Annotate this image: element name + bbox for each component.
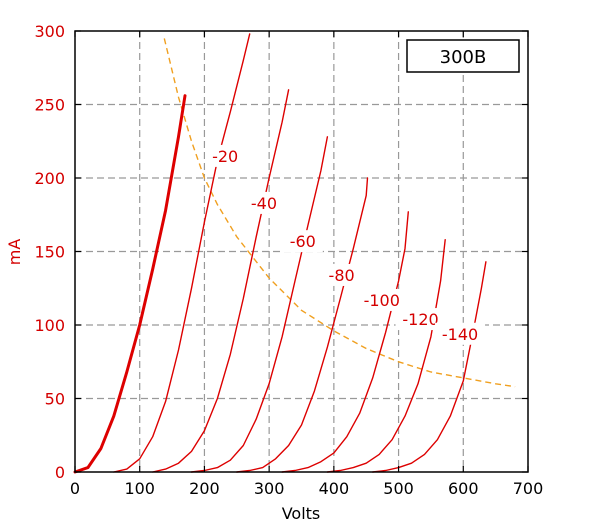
y-tick-label: 300 xyxy=(34,22,65,41)
x-axis-title: Volts xyxy=(282,504,321,523)
curve-label-bg xyxy=(356,288,407,311)
x-tick-label: 700 xyxy=(513,479,544,498)
load-line xyxy=(163,38,516,388)
curve-bias-neg60 xyxy=(190,136,329,473)
y-axis-title: mA xyxy=(5,239,24,266)
x-tick-label: 100 xyxy=(124,479,155,498)
load-line-path xyxy=(163,38,516,388)
x-tick-labels: 0 100 200 300 400 500 600 700 xyxy=(70,479,543,498)
curve-bias-neg100 xyxy=(281,211,409,473)
curve-label-bg xyxy=(395,308,446,331)
x-tick-label: 500 xyxy=(383,479,414,498)
y-tick-label: 100 xyxy=(34,316,65,335)
x-tick-label: 400 xyxy=(319,479,350,498)
y-tick-label: 250 xyxy=(34,96,65,115)
curve-label-bg xyxy=(435,322,486,345)
curve-label: -40 xyxy=(251,194,277,213)
curve-label-bg xyxy=(205,144,246,167)
y-tick-label: 150 xyxy=(34,243,65,262)
chart-title: 300B xyxy=(440,47,487,68)
x-tick-label: 300 xyxy=(254,479,285,498)
curve-labels: -20 -40 -60 -80 -100-120-140 xyxy=(205,144,486,345)
axis-ticks xyxy=(74,30,529,473)
curve-label: -100 xyxy=(364,291,400,310)
y-tick-label: 50 xyxy=(45,390,65,409)
curve-zero-bias xyxy=(73,94,187,474)
curve-label: -140 xyxy=(442,325,478,344)
curve-label: -60 xyxy=(290,232,316,251)
title-box: 300B xyxy=(406,39,520,73)
curve-label: -80 xyxy=(329,266,355,285)
curve-bias-neg140 xyxy=(372,261,487,473)
y-tick-label: 0 xyxy=(55,463,65,482)
title-box-frame xyxy=(406,39,520,73)
curve-bias-neg80 xyxy=(236,177,369,473)
curve-label-bg xyxy=(282,230,323,253)
y-tick-labels: 0 50 100 150 200 250 300 xyxy=(34,22,65,482)
x-tick-label: 0 xyxy=(70,479,80,498)
x-tick-label: 600 xyxy=(448,479,479,498)
curve-bias-neg40 xyxy=(151,89,290,473)
curve-label-bg xyxy=(243,191,284,214)
curve-bias-neg20 xyxy=(113,33,251,473)
y-tick-label: 200 xyxy=(34,169,65,188)
x-tick-label: 200 xyxy=(189,479,220,498)
curve-label: -120 xyxy=(402,310,438,329)
curve-label: -20 xyxy=(212,147,238,166)
curve-label-bg xyxy=(321,263,362,286)
